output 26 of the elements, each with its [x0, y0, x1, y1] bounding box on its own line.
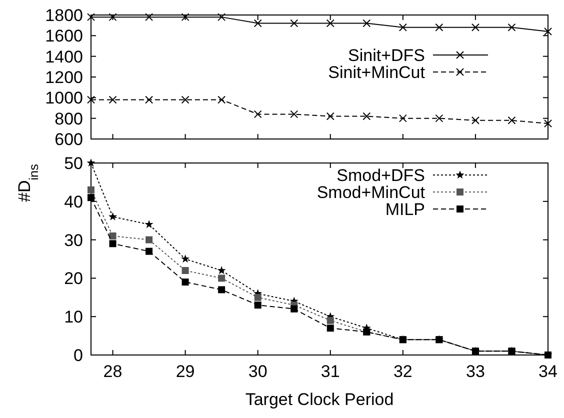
- legend-label: Smod+MinCut: [316, 182, 426, 202]
- x-tick-label: 28: [103, 362, 122, 381]
- y-tick-label: 40: [64, 192, 83, 212]
- y-tick-label: 10: [64, 308, 83, 327]
- x-tick-label: 29: [176, 362, 195, 381]
- legend-label: Sinit+MinCut: [328, 62, 426, 82]
- legend-label: Sinit+DFS: [348, 46, 425, 65]
- y-tick-label: 600: [54, 130, 83, 149]
- y-tick-label: 1800: [45, 6, 83, 25]
- y-tick-label: 1600: [45, 26, 83, 46]
- y-tick-label: 0: [74, 346, 83, 365]
- legend-label: Smod+DFS: [336, 166, 425, 185]
- x-tick-label: 32: [393, 362, 412, 381]
- y-tick-label: 30: [64, 230, 83, 250]
- x-tick-label: 31: [320, 362, 340, 381]
- y-tick-label: 20: [64, 269, 83, 288]
- legend-label: MILP: [385, 200, 425, 219]
- y-tick-label: 50: [64, 154, 83, 173]
- y-tick-label: 800: [54, 109, 83, 128]
- x-tick-label: 30: [248, 362, 268, 381]
- x-tick-label: 34: [538, 362, 558, 381]
- y-tick-label: 1200: [45, 68, 83, 87]
- x-axis-title: Target Clock Period: [245, 390, 394, 409]
- y-tick-label: 1000: [45, 88, 83, 108]
- x-tick-label: 33: [466, 362, 485, 381]
- y-tick-label: 1400: [45, 47, 83, 66]
